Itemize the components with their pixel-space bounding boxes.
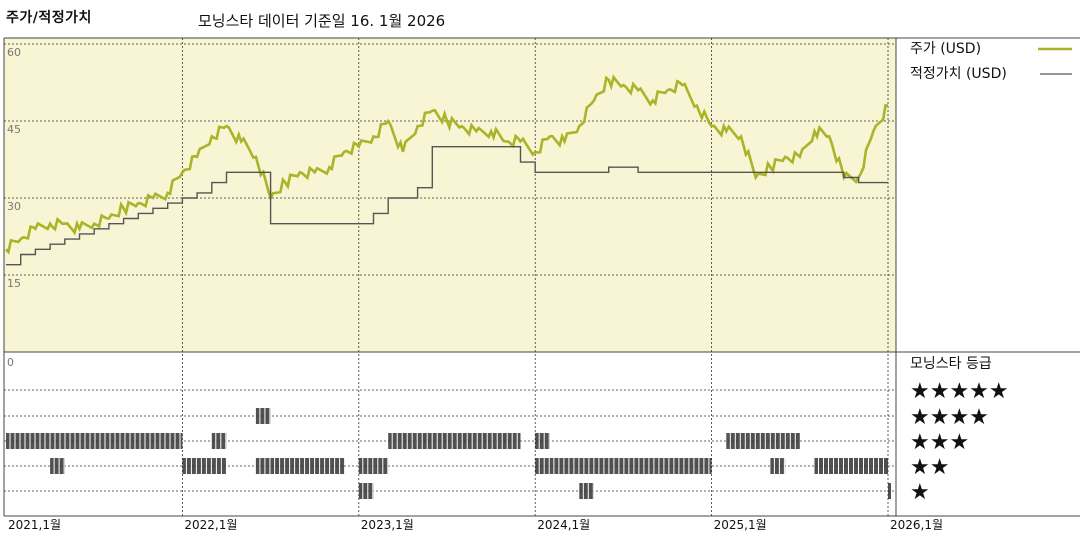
x-tick-label: 2021,1월 <box>8 518 61 532</box>
chart-title: 모닝스타 데이터 기준일 16. 1월 2026 <box>198 12 446 30</box>
rating-segment <box>211 433 227 449</box>
rating-segment <box>50 458 65 474</box>
rating-segment <box>358 458 389 474</box>
rating-segment <box>770 458 786 474</box>
x-tick-label: 2023,1월 <box>361 518 414 532</box>
rating-segment <box>814 458 888 474</box>
legend-price-label: 주가 (USD) <box>910 41 981 57</box>
rating-segment <box>358 483 374 499</box>
section-label: 주가/적정가치 <box>6 10 92 26</box>
y-tick-label: 30 <box>7 200 21 213</box>
x-tick-label: 2022,1월 <box>184 518 237 532</box>
rating-segment <box>6 433 183 449</box>
rating-level-stars: ★★★★ <box>910 405 989 430</box>
y-tick-label: 15 <box>7 277 21 290</box>
rating-segment <box>182 458 227 474</box>
y-tick-label: 45 <box>7 123 21 136</box>
rating-segment <box>535 458 550 474</box>
rating-segment <box>255 458 271 474</box>
y-tick-label: 60 <box>7 46 21 59</box>
x-tick-label: 2025,1월 <box>714 518 767 532</box>
rating-segment <box>255 408 271 424</box>
rating-segment <box>388 433 521 449</box>
rating-segment <box>726 433 800 449</box>
price-series-line <box>5 74 889 255</box>
rating-level-stars: ★★★ <box>910 430 969 455</box>
rating-segment <box>888 483 891 499</box>
fair-value-series-line <box>6 146 888 266</box>
rating-segment <box>579 483 594 499</box>
rating-level-stars: ★ <box>910 480 930 505</box>
rating-segment <box>549 458 712 474</box>
x-tick-label: 2024,1월 <box>537 518 590 532</box>
rating-segment <box>270 458 345 474</box>
rating-level-stars: ★★★★★ <box>910 379 1009 404</box>
x-tick-label: 2026,1월 <box>890 518 943 532</box>
rating-segment <box>535 433 550 449</box>
rating-level-stars: ★★ <box>910 455 949 480</box>
plot-area <box>4 38 896 352</box>
legend-fair-value-label: 적정가치 (USD) <box>910 66 1007 82</box>
rating-legend-title: 모닝스타 등급 <box>910 356 992 372</box>
rating-zero-label: 0 <box>7 356 14 369</box>
